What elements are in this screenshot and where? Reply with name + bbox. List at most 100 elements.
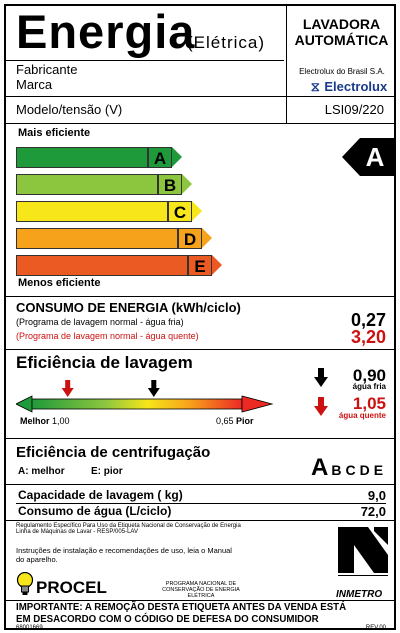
- divider: [6, 96, 394, 97]
- efficiency-arrow-tip: [182, 174, 192, 194]
- water-consumption-label: Consumo de água (L/ciclo): [18, 504, 172, 518]
- label-title: Energia: [16, 5, 196, 58]
- efficiency-bar-fill: [16, 201, 168, 222]
- wash-worse-value: 0,65: [216, 416, 234, 426]
- wash-better: Melhor 1,00: [20, 416, 70, 426]
- model-label: Modelo/tensão (V): [16, 102, 123, 117]
- spin-worst-label: E: pior: [91, 466, 123, 477]
- wash-cold-label: água fria: [352, 382, 386, 391]
- wash-worse-label: Pior: [236, 416, 254, 426]
- label-subtitle: (Elétrica): [187, 33, 266, 52]
- efficiency-class-a: A: [16, 147, 182, 168]
- procel-sub-line1: PROGRAMA NACIONAL DE: [165, 581, 237, 587]
- removal-warning: IMPORTANTE: A REMOÇÃO DESTA ETIQUETA ANT…: [16, 602, 392, 626]
- worse-arrow-icon: [241, 395, 274, 413]
- efficiency-class-c: C: [16, 201, 202, 222]
- wash-hot-label: água quente: [338, 411, 386, 420]
- fabricante-label: Fabricante: [16, 62, 78, 77]
- procel-logo: PROCEL: [36, 578, 107, 597]
- regulation-text: Regulamento Específico Para Uso da Etiqu…: [16, 523, 306, 535]
- divider: [6, 60, 284, 61]
- divider: [6, 438, 394, 439]
- header-divider: [286, 6, 287, 124]
- divider: [6, 484, 394, 485]
- spin-class-d: D: [359, 462, 370, 478]
- efficiency-class-letter: D: [178, 228, 202, 249]
- spin-class-a: A: [311, 454, 329, 481]
- spin-class-b: B: [331, 462, 342, 478]
- divider: [6, 296, 394, 297]
- wash-gradient-bar: [15, 380, 274, 413]
- wash-efficiency-title: Eficiência de lavagem: [16, 353, 193, 372]
- procel-lightbulb-icon: [16, 571, 34, 601]
- efficiency-class-letter: A: [148, 147, 172, 168]
- procel-sub-line2: CONSERVAÇÃO DE ENERGIA ELÉTRICA: [162, 587, 240, 599]
- inmetro-logo-icon: [336, 525, 391, 592]
- energy-label: Energia (Elétrica) LAVADORA AUTOMÁTICA F…: [4, 4, 396, 631]
- wash-cold-value: 0,90: [352, 366, 386, 385]
- efficiency-class-letter: B: [158, 174, 182, 195]
- efficiency-arrow-tip: [202, 228, 212, 248]
- spin-class-e: E: [373, 462, 384, 478]
- spin-efficiency-title: Eficiência de centrifugação: [16, 444, 211, 461]
- efficiency-bar-fill: [16, 228, 178, 249]
- product-type: LAVADORA AUTOMÁTICA: [289, 16, 394, 48]
- efficiency-class-letter: E: [188, 255, 212, 276]
- efficiency-bar-fill: [16, 147, 148, 168]
- model-value: LSI09/220: [324, 102, 384, 117]
- warning-line2: EM DESACORDO COM O CÓDIGO DE DEFESA DO C…: [16, 614, 319, 625]
- brand-logo: ⧖ Electrolux: [303, 78, 395, 96]
- regulation-line2: Linha de Máquinas de Lavar - RESP/005-LA…: [16, 529, 138, 535]
- wash-worse: 0,65 Pior: [216, 416, 254, 426]
- wash-cold-marker: [147, 380, 160, 397]
- procel-subtitle: PROGRAMA NACIONAL DE CONSERVAÇÃO DE ENER…: [161, 581, 241, 599]
- divider: [6, 520, 394, 521]
- scale-bottom-label: Menos eficiente: [18, 277, 101, 289]
- scale-top-label: Mais eficiente: [18, 127, 91, 139]
- water-consumption-value: 72,0: [360, 504, 386, 519]
- label-revision: REV.00: [365, 625, 386, 631]
- wash-better-label: Melhor: [20, 416, 50, 426]
- wash-efficiency-scale: [15, 378, 274, 428]
- instructions-text: Instruções de instalação e recomendações…: [16, 546, 306, 564]
- efficiency-arrow-tip: [192, 201, 202, 221]
- efficiency-rating-marker: A: [342, 138, 394, 181]
- wash-capacity-label: Capacidade de lavagem ( kg): [18, 488, 183, 502]
- divider: [6, 123, 394, 124]
- warning-line1: IMPORTANTE: A REMOÇÃO DESTA ETIQUETA ANT…: [16, 602, 347, 613]
- wash-hot-marker: [61, 380, 74, 397]
- wash-capacity-value: 9,0: [367, 488, 386, 503]
- electrolux-logo-icon: ⧖: [310, 79, 320, 94]
- efficiency-bar-fill: [16, 255, 188, 276]
- efficiency-class-e: E: [16, 255, 222, 276]
- divider: [6, 600, 394, 601]
- energy-hot-value: 3,20: [350, 327, 386, 347]
- product-type-line1: LAVADORA: [302, 16, 381, 32]
- divider: [6, 349, 394, 350]
- wash-hot-value: 1,05: [352, 394, 386, 413]
- cold-program-label: (Programa de lavagem normal - água fria): [16, 317, 184, 327]
- efficiency-class-d: D: [16, 228, 212, 249]
- cold-arrow-icon: [314, 368, 328, 393]
- wash-better-value: 1,00: [52, 416, 70, 426]
- hot-program-label: (Programa de lavagem normal - água quent…: [16, 331, 199, 341]
- rating-arrow-icon: A: [342, 138, 394, 176]
- efficiency-class-b: B: [16, 174, 192, 195]
- efficiency-class-letter: C: [168, 201, 192, 222]
- marca-label: Marca: [16, 77, 53, 92]
- spin-best-label: A: melhor: [18, 466, 65, 477]
- inmetro-label: INMETRO: [336, 589, 383, 600]
- divider: [16, 503, 386, 504]
- energy-cold-value: 0,27: [350, 310, 386, 330]
- efficiency-rating-letter: A: [366, 142, 385, 172]
- regulation-line1: Regulamento Específico Para Uso da Etiqu…: [16, 523, 241, 529]
- efficiency-arrow-tip: [172, 147, 182, 167]
- efficiency-arrow-tip: [212, 255, 222, 275]
- product-type-line2: AUTOMÁTICA: [294, 32, 389, 48]
- efficiency-bar-fill: [16, 174, 158, 195]
- label-code: 68001669: [16, 625, 43, 631]
- better-arrow-icon: [15, 395, 33, 413]
- company-name: Electrolux do Brasil S.A.: [299, 67, 385, 76]
- energy-consumption-title: CONSUMO DE ENERGIA (kWh/ciclo): [16, 300, 241, 315]
